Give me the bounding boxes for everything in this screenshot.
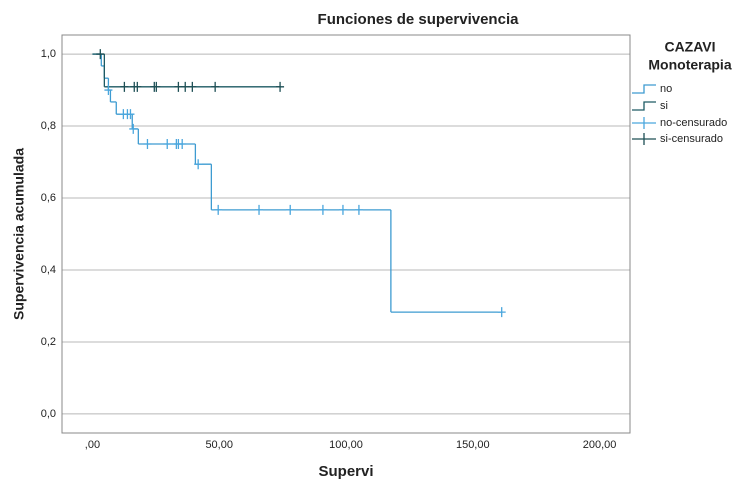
y-tick-label: 0,2: [41, 336, 56, 348]
censor-mark: [133, 81, 142, 92]
censor-mark: [163, 139, 172, 150]
legend-title: Monoterapia: [648, 57, 731, 73]
censor-mark: [181, 81, 190, 92]
censor-mark: [497, 307, 506, 318]
x-tick-label: 200,00: [583, 439, 617, 451]
x-tick-label: 50,00: [205, 439, 233, 451]
censor-mark: [152, 81, 161, 92]
x-tick-label: 100,00: [329, 439, 363, 451]
censor-mark: [178, 139, 187, 150]
legend-label: si: [660, 100, 668, 112]
y-tick-label: 0,0: [41, 408, 56, 420]
censor-mark: [276, 81, 285, 92]
censor-mark: [255, 204, 264, 215]
x-axis-label: Supervi: [318, 463, 373, 480]
legend-title: CAZAVI: [664, 39, 715, 55]
censor-mark: [129, 123, 138, 134]
censor-mark: [286, 204, 295, 215]
censor-mark: [318, 204, 327, 215]
y-axis-label: Supervivencia acumulada: [11, 148, 27, 320]
x-tick-label: 150,00: [456, 439, 490, 451]
chart-title: Funciones de supervivencia: [318, 11, 520, 28]
censor-mark: [143, 139, 152, 150]
legend-swatch: [632, 101, 656, 111]
legend-swatch: [632, 84, 656, 94]
censor-mark: [126, 109, 135, 120]
y-tick-label: 0,8: [41, 120, 56, 132]
legend-label: no-censurado: [660, 117, 727, 129]
legend-swatch: [632, 117, 656, 129]
censor-mark: [120, 81, 129, 92]
censor-mark: [354, 204, 363, 215]
censor-mark: [104, 85, 113, 96]
legend-label: no: [660, 83, 672, 95]
x-tick-label: ,00: [85, 439, 100, 451]
censor-mark: [211, 81, 220, 92]
plot-frame: [61, 34, 631, 434]
legend-swatch: [632, 133, 656, 145]
censor-mark: [338, 204, 347, 215]
censor-mark: [194, 159, 203, 170]
legend-label: si-censurado: [660, 133, 723, 145]
censor-mark: [96, 49, 105, 60]
censor-mark: [174, 81, 183, 92]
censor-mark: [188, 81, 197, 92]
y-tick-label: 1,0: [41, 48, 56, 60]
y-tick-label: 0,4: [41, 264, 56, 276]
y-tick-label: 0,6: [41, 192, 56, 204]
censor-mark: [214, 204, 223, 215]
